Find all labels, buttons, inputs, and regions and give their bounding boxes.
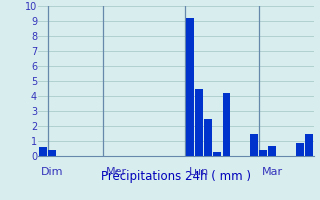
Bar (39, 147, 47, 156)
Text: Mar: Mar (262, 167, 283, 177)
Text: Mer: Mer (106, 167, 127, 177)
Bar (268, 146, 276, 156)
Text: Dim: Dim (41, 167, 63, 177)
Text: Lun: Lun (189, 167, 209, 177)
Bar (195, 88, 203, 156)
Bar (222, 93, 230, 156)
Bar (48, 150, 56, 156)
Bar (204, 118, 212, 156)
Bar (296, 142, 304, 156)
X-axis label: Précipitations 24h ( mm ): Précipitations 24h ( mm ) (101, 170, 251, 183)
Bar (186, 18, 194, 156)
Bar (213, 152, 221, 156)
Bar (305, 134, 313, 156)
Bar (250, 134, 258, 156)
Bar (259, 150, 267, 156)
